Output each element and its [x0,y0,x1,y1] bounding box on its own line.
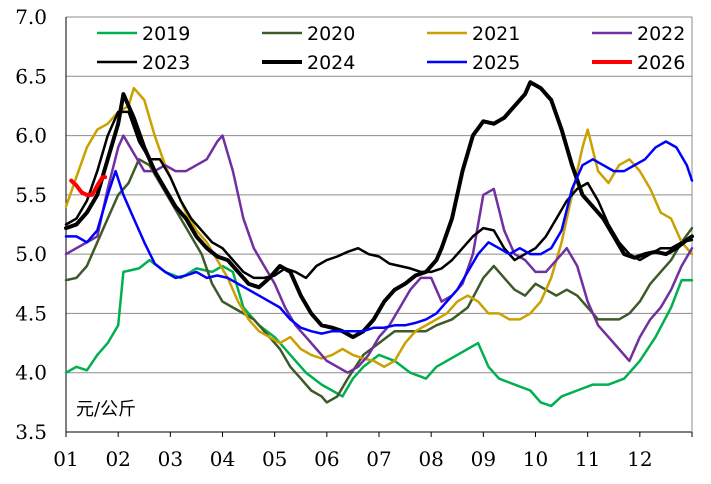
x-tick-label: 07 [366,447,391,471]
legend-item-2020: 2020 [262,23,355,45]
legend-item-2021: 2021 [427,23,520,45]
y-tick-label: 6.5 [15,64,47,88]
legend-item-2026: 2026 [592,52,685,74]
x-tick-label: 12 [627,447,652,471]
x-tick-label: 03 [158,447,183,471]
legend-label: 2026 [637,52,685,74]
series-line-2020 [64,158,694,404]
y-tick-label: 5.5 [15,183,47,207]
y-tick-label: 5.0 [15,242,47,266]
legend-item-2019: 2019 [97,23,190,45]
x-tick-label: 09 [471,447,496,471]
legend-label: 2019 [142,23,190,45]
legend-item-2023: 2023 [97,52,190,74]
legend-label: 2023 [142,52,190,74]
y-tick-label: 6.0 [15,124,47,148]
legend-label: 2021 [472,23,520,45]
x-tick-label: 01 [53,447,78,471]
legend-label: 2025 [472,52,520,74]
x-tick-label: 02 [105,447,130,471]
gridlines [66,16,692,433]
x-tick-label: 10 [523,447,548,471]
legend-item-2025: 2025 [427,52,520,74]
y-tick-label: 7.0 [15,5,47,29]
series-line-2024 [64,80,694,340]
x-tick-label: 06 [314,447,339,471]
legend-item-2022: 2022 [592,23,685,45]
x-tick-label: 11 [575,447,600,471]
x-tick-label: 04 [210,447,235,471]
legend-label: 2020 [307,23,355,45]
unit-label: 元/公斤 [76,399,136,420]
series-line-2025 [64,140,694,335]
series-line-2023 [64,110,694,280]
series-line-2026 [69,175,108,197]
axes: 3.5 4.0 4.5 5.0 5.5 6.0 6.5 7.0 01 02 03 04 05 06 07 08… [15,5,693,471]
series-lines [64,80,694,408]
y-tick-label: 3.5 [15,420,47,444]
legend-label: 2024 [307,52,355,74]
x-tick-label: 05 [262,447,287,471]
series-line-2019 [64,258,694,408]
x-tick-label: 08 [418,447,443,471]
legend-label: 2022 [637,23,685,45]
y-tick-label: 4.0 [15,361,47,385]
y-tick-label: 4.5 [15,301,47,325]
legend: 2019 2020 2021 2022 2023 2024 2025 2026 [97,23,685,74]
series-line-2022 [64,134,694,374]
legend-item-2024: 2024 [262,52,355,74]
